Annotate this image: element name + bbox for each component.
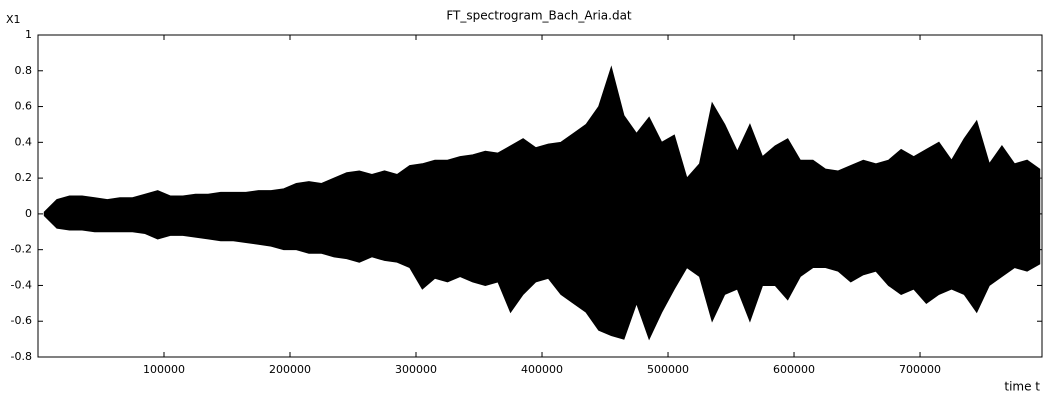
y-tick-label: 0.8 [15,64,33,77]
x-tick-label: 100000 [143,363,185,376]
x-tick-label: 400000 [521,363,563,376]
plot-frame [37,34,1043,358]
waveform-envelope [43,213,1041,341]
x-tick-label: 200000 [269,363,311,376]
waveform-envelope [43,65,1041,215]
y-tick-label: -0.4 [11,278,32,291]
x-tick-label: 600000 [773,363,815,376]
chart-title: FT_spectrogram_Bach_Aria.dat [446,9,632,23]
y-tick-label: 0 [25,207,32,220]
x-tick-label: 700000 [899,363,941,376]
y-tick-label: -0.2 [11,243,32,256]
y-tick-label: 1 [25,28,32,41]
y-tick-label: 0.4 [15,135,33,148]
y-tick-label: 0.6 [15,100,33,113]
x-tick-label: 500000 [647,363,689,376]
y-axis-label: X1 [6,13,21,26]
x-tick-label: 300000 [395,363,437,376]
y-tick-label: 0.2 [15,171,33,184]
y-tick-label: -0.6 [11,314,32,327]
y-tick-label: -0.8 [11,350,32,363]
x-axis-label: time t [1004,380,1040,394]
